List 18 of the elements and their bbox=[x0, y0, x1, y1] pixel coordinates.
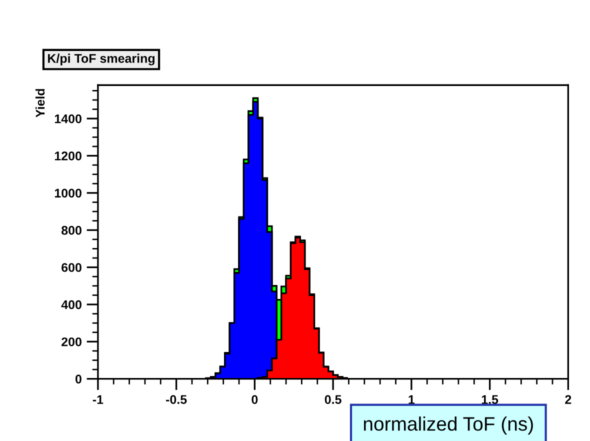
y-axis-title: Yield bbox=[35, 89, 45, 118]
y-tick-label: 1000 bbox=[54, 188, 82, 198]
y-tick-label: 800 bbox=[62, 226, 82, 235]
x-tick-label: 1.5 bbox=[482, 395, 498, 404]
x-tick-label: -0.5 bbox=[166, 395, 187, 404]
y-tick-label: 600 bbox=[62, 263, 82, 272]
y-tick-label: 0 bbox=[76, 374, 82, 384]
chart-title: K/pi ToF smearing bbox=[48, 54, 154, 66]
x-tick-label: 1 bbox=[408, 395, 415, 404]
y-tick-label: 1400 bbox=[54, 114, 82, 124]
x-tick-label: -1 bbox=[92, 395, 104, 404]
y-tick-label: 1200 bbox=[54, 152, 82, 160]
x-tick-label: 0.5 bbox=[324, 395, 342, 404]
y-tick-label: 400 bbox=[61, 300, 82, 310]
x-axis-title: normalized ToF (ns) bbox=[364, 416, 533, 435]
x-tick-label: 0 bbox=[252, 395, 258, 404]
y-tick-label: 200 bbox=[62, 337, 82, 346]
x-tick-label: 2 bbox=[565, 395, 572, 404]
